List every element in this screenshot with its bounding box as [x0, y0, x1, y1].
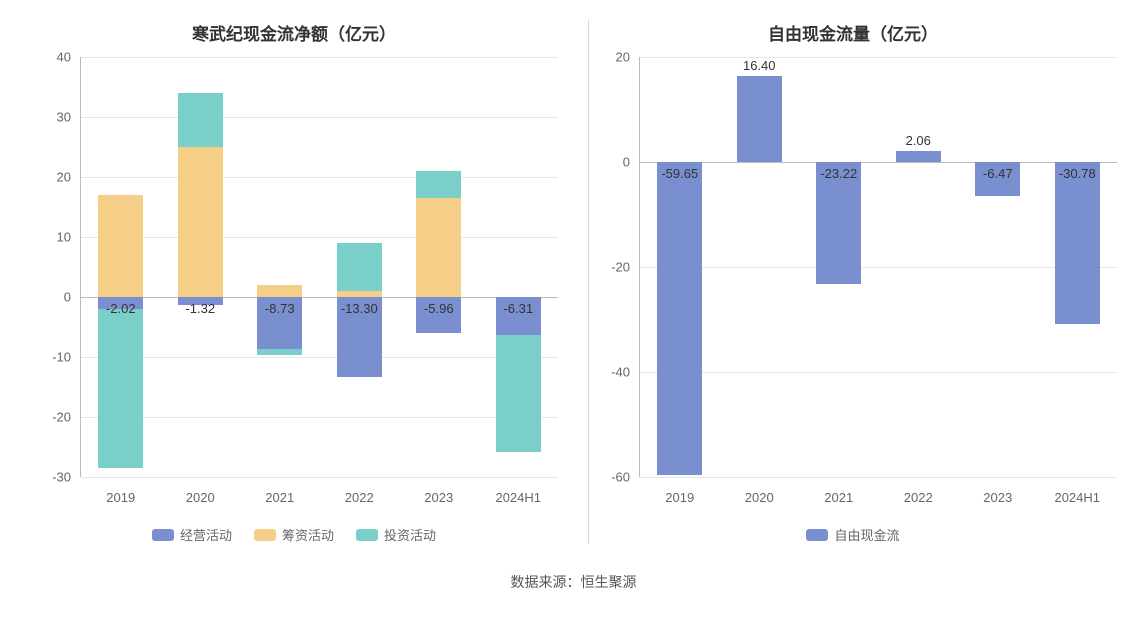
x-tick-label: 2023 [399, 490, 479, 505]
x-tick-label: 2021 [240, 490, 320, 505]
y-tick-label: -60 [611, 470, 630, 485]
value-label: 16.40 [743, 58, 776, 73]
value-label: -6.31 [503, 301, 533, 316]
category-slot: -8.73 [240, 57, 320, 477]
left-chart-panel: 寒武纪现金流净额（亿元） -30 -20 -10 0 10 20 30 40 -2.02 -1.3… [30, 20, 558, 544]
value-label: -1.32 [185, 301, 215, 316]
right-plot-wrap: -60-40-20020-59.6516.40-23.222.06-6.47-3… [639, 57, 1117, 477]
category-slot: -59.65 [640, 57, 720, 477]
value-label: -30.78 [1059, 166, 1096, 181]
bar-segment-financing [416, 198, 461, 297]
charts-row: 寒武纪现金流净额（亿元） -30 -20 -10 0 10 20 30 40 -2.02 -1.3… [30, 20, 1117, 544]
category-slot: -6.31 [479, 57, 559, 477]
legend-swatch [152, 529, 174, 541]
bar-segment-investing [337, 243, 382, 291]
bar-segment-fcf [896, 151, 941, 162]
left-legend: 经营活动 筹资活动 投资活动 [30, 525, 558, 544]
y-tick-label: 10 [57, 230, 71, 245]
gridline [81, 477, 558, 478]
gridline [640, 477, 1117, 478]
legend-item-financing: 筹资活动 [254, 525, 334, 544]
category-slot: -13.30 [320, 57, 400, 477]
bar-segment-fcf [737, 76, 782, 162]
x-tick-label: 2019 [640, 490, 720, 505]
y-tick-label: -10 [52, 350, 71, 365]
legend-label: 自由现金流 [834, 525, 899, 544]
bar-segment-financing [337, 291, 382, 297]
y-tick-label: -20 [52, 410, 71, 425]
x-axis: 201920202021202220232024H1 [81, 490, 558, 505]
value-label: -5.96 [424, 301, 454, 316]
bar-segment-investing [178, 93, 223, 147]
right-chart-panel: 自由现金流量（亿元） -60 -40 -20 0 20 -59.65 16.40 -23.22… [588, 20, 1117, 544]
category-slot: -30.78 [1038, 57, 1118, 477]
bar-segment-investing [416, 171, 461, 198]
category-slot: 16.40 [720, 57, 800, 477]
y-tick-label: 20 [616, 50, 630, 65]
bar-segment-fcf [1055, 162, 1100, 324]
x-tick-label: 2024H1 [479, 490, 559, 505]
y-tick-label: -20 [611, 260, 630, 275]
legend-item-operating: 经营活动 [152, 525, 232, 544]
x-tick-label: 2020 [161, 490, 241, 505]
bar-segment-investing [496, 335, 541, 452]
x-tick-label: 2022 [879, 490, 959, 505]
category-slot: 2.06 [879, 57, 959, 477]
x-tick-label: 2019 [81, 490, 161, 505]
right-legend: 自由现金流 [589, 525, 1117, 544]
bar-segment-financing [98, 195, 143, 297]
left-chart-title: 寒武纪现金流净额（亿元） [30, 20, 558, 45]
x-tick-label: 2021 [799, 490, 879, 505]
value-label: 2.06 [906, 133, 931, 148]
value-label: -8.73 [265, 301, 295, 316]
legend-label: 经营活动 [180, 525, 232, 544]
bars-layer: -2.02 -1.32 -8.73 -13.30 -5.96 -6.31 [81, 57, 558, 477]
bars-layer: -59.65 16.40 -23.22 2.06 -6.47 -30.78 [640, 57, 1117, 477]
y-tick-label: 0 [64, 290, 71, 305]
category-slot: -1.32 [161, 57, 241, 477]
bar-segment-investing [98, 309, 143, 468]
category-slot: -5.96 [399, 57, 479, 477]
value-label: -2.02 [106, 301, 136, 316]
legend-label: 投资活动 [384, 525, 436, 544]
y-tick-label: -30 [52, 470, 71, 485]
data-source-footer: 数据来源：恒生聚源 [30, 572, 1117, 592]
y-tick-label: 0 [623, 155, 630, 170]
value-label: -59.65 [661, 166, 698, 181]
value-label: -6.47 [983, 166, 1013, 181]
x-tick-label: 2020 [720, 490, 800, 505]
left-plot: -30-20-10010203040-2.02-1.32-8.73-13.30-… [80, 57, 558, 477]
left-plot-wrap: -30-20-10010203040-2.02-1.32-8.73-13.30-… [80, 57, 558, 477]
x-tick-label: 2024H1 [1038, 490, 1118, 505]
bar-segment-fcf [657, 162, 702, 475]
x-tick-label: 2023 [958, 490, 1038, 505]
bar-segment-investing [257, 349, 302, 355]
y-tick-label: -40 [611, 365, 630, 380]
bar-segment-financing [178, 147, 223, 297]
category-slot: -23.22 [799, 57, 879, 477]
legend-swatch [806, 529, 828, 541]
x-axis: 201920202021202220232024H1 [640, 490, 1117, 505]
legend-swatch [356, 529, 378, 541]
category-slot: -6.47 [958, 57, 1038, 477]
x-tick-label: 2022 [320, 490, 400, 505]
y-tick-label: 40 [57, 50, 71, 65]
right-plot: -60-40-20020-59.6516.40-23.222.06-6.47-3… [639, 57, 1117, 477]
value-label: -13.30 [341, 301, 378, 316]
legend-label: 筹资活动 [282, 525, 334, 544]
legend-item-investing: 投资活动 [356, 525, 436, 544]
bar-segment-financing [257, 285, 302, 297]
category-slot: -2.02 [81, 57, 161, 477]
legend-item-fcf: 自由现金流 [806, 525, 899, 544]
y-tick-label: 20 [57, 170, 71, 185]
legend-swatch [254, 529, 276, 541]
right-chart-title: 自由现金流量（亿元） [589, 20, 1117, 45]
value-label: -23.22 [820, 166, 857, 181]
y-tick-label: 30 [57, 110, 71, 125]
